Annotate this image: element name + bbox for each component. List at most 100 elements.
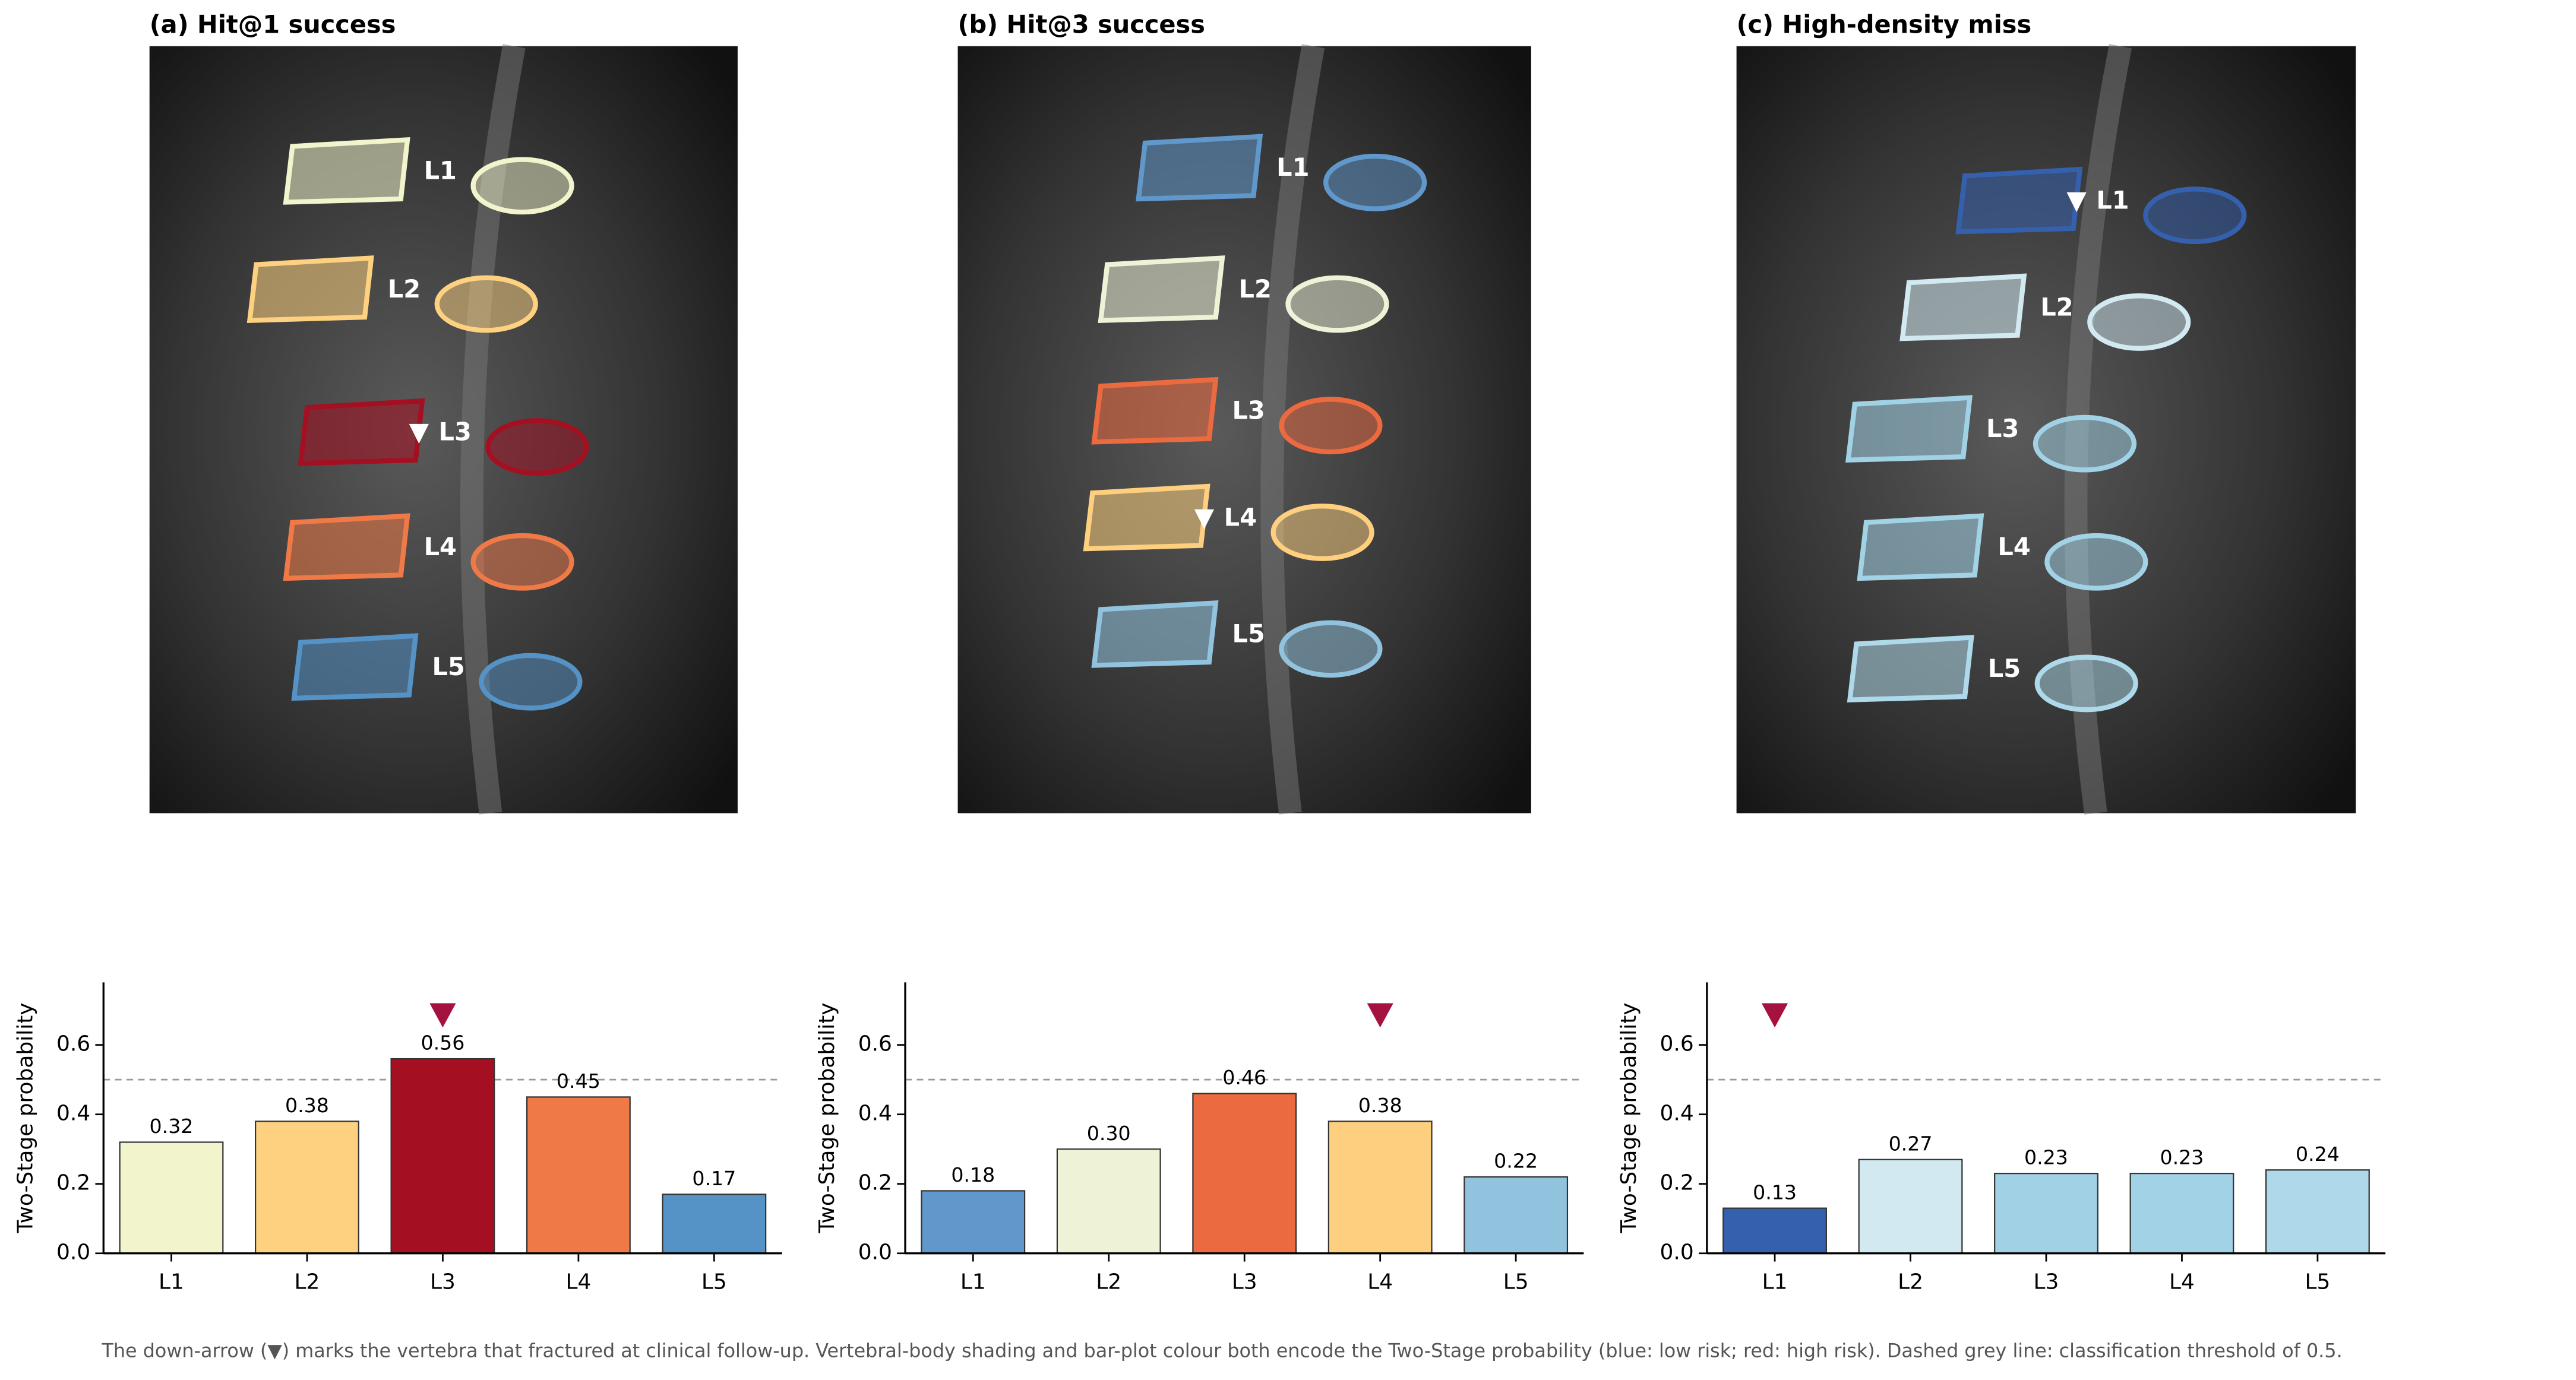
x-tick-label: L3 (1232, 1270, 1257, 1294)
y-tick-label: 0.2 (858, 1171, 892, 1195)
posterior-element (485, 418, 589, 476)
posterior-element (1323, 153, 1427, 211)
vertebra-label: L4 (424, 532, 457, 561)
vertebral-body (1091, 600, 1219, 668)
y-tick-label: 0.6 (1660, 1032, 1694, 1056)
value-label: 0.23 (2024, 1146, 2068, 1169)
vertebra-label: L2 (388, 274, 421, 303)
value-label: 0.38 (285, 1094, 329, 1117)
bar (1464, 1176, 1569, 1254)
vertebral-body (246, 255, 374, 323)
x-tick-label: L2 (1096, 1270, 1121, 1294)
bar (2265, 1169, 2370, 1254)
y-tick-label: 0.6 (56, 1032, 90, 1056)
posterior-element (2143, 186, 2247, 245)
bar (1858, 1159, 1963, 1254)
bar (255, 1121, 359, 1254)
bar (526, 1096, 631, 1254)
bar (1056, 1148, 1161, 1254)
vertebra-label: L5 (1988, 654, 2021, 683)
value-label: 0.46 (1222, 1066, 1266, 1089)
y-tick-label: 0.2 (56, 1171, 90, 1195)
y-tick-label: 0.0 (56, 1240, 90, 1265)
posterior-element (2044, 533, 2148, 591)
spine-shadow (460, 44, 526, 815)
vertebra-label: L3 (1986, 414, 2019, 443)
value-label: 0.18 (951, 1163, 995, 1186)
vertebral-body (283, 513, 410, 581)
fracture-arrow (2066, 192, 2087, 213)
x-tick-label: L1 (159, 1270, 184, 1294)
x-tick-label: L1 (960, 1270, 986, 1294)
value-label: 0.30 (1087, 1122, 1131, 1145)
x-tick-label: L1 (1762, 1270, 1788, 1294)
vertebra-label: L1 (2096, 186, 2129, 215)
x-tick-label: L5 (1503, 1270, 1529, 1294)
vertebral-body (1857, 513, 1984, 581)
posterior-element (1270, 504, 1374, 561)
vertebra-label: L3 (1232, 396, 1265, 425)
vertebral-body (1955, 166, 2083, 235)
value-label: 0.24 (2296, 1142, 2340, 1166)
value-label: 0.45 (557, 1069, 600, 1093)
vertebral-body (1847, 635, 1974, 702)
posterior-element (2087, 293, 2191, 351)
x-tick-label: L5 (2305, 1270, 2330, 1294)
vertebral-body (1845, 395, 1973, 463)
posterior-element (1279, 620, 1383, 678)
y-tick-label: 0.0 (858, 1240, 892, 1265)
value-label: 0.38 (1358, 1094, 1402, 1117)
posterior-element (470, 533, 574, 591)
value-label: 0.13 (1753, 1180, 1797, 1204)
posterior-element (1285, 275, 1389, 333)
bar (662, 1194, 767, 1254)
caption: The down-arrow (▼) marks the vertebra th… (101, 1340, 2342, 1362)
posterior-element (434, 275, 538, 333)
vertebra-label: L2 (2040, 292, 2073, 321)
spine-shadow (1260, 44, 1325, 815)
value-label: 0.56 (421, 1031, 464, 1055)
x-tick-label: L4 (1367, 1270, 1393, 1294)
vertebral-body (1098, 255, 1225, 323)
y-tick-label: 0.6 (858, 1032, 892, 1056)
bar (1192, 1093, 1297, 1254)
y-tick-label: 0.4 (56, 1102, 90, 1126)
posterior-element (2033, 414, 2137, 473)
x-tick-label: L4 (2169, 1270, 2195, 1294)
bar (119, 1141, 224, 1254)
value-label: 0.27 (1889, 1132, 1933, 1155)
vertebral-body (291, 633, 419, 701)
value-label: 0.17 (692, 1167, 736, 1190)
vertebra-label: L3 (439, 417, 472, 447)
posterior-element (470, 157, 574, 215)
ct-image (149, 46, 738, 814)
x-tick-label: L2 (295, 1270, 320, 1294)
bar (921, 1190, 1026, 1254)
y-tick-label: 0.0 (1660, 1240, 1694, 1265)
fracture-arrow (1367, 1003, 1393, 1028)
y-axis-label: Two-Stage probability (815, 1003, 839, 1234)
fracture-arrow (1194, 509, 1215, 529)
fracture-arrow (409, 423, 429, 444)
vertebra-label: L4 (1997, 532, 2030, 561)
bar (1994, 1173, 2098, 1254)
y-tick-label: 0.4 (858, 1102, 892, 1126)
bar (1327, 1121, 1433, 1254)
y-axis-label: Two-Stage probability (13, 1003, 37, 1234)
y-axis-label: Two-Stage probability (1617, 1003, 1641, 1234)
vertebra-label: L1 (424, 156, 457, 185)
vertebral-body (1899, 273, 2027, 341)
bar (390, 1058, 495, 1254)
posterior-element (1279, 397, 1383, 455)
x-tick-label: L3 (430, 1270, 456, 1294)
x-tick-label: L4 (565, 1270, 591, 1294)
panel-title: (c) High-density miss (1737, 10, 2032, 39)
posterior-element (479, 653, 583, 711)
vertebral-body (298, 398, 425, 466)
x-tick-label: L5 (701, 1270, 727, 1294)
vertebra-label: L2 (1239, 274, 1272, 303)
fracture-arrow (429, 1003, 456, 1028)
value-label: 0.23 (2160, 1146, 2204, 1169)
